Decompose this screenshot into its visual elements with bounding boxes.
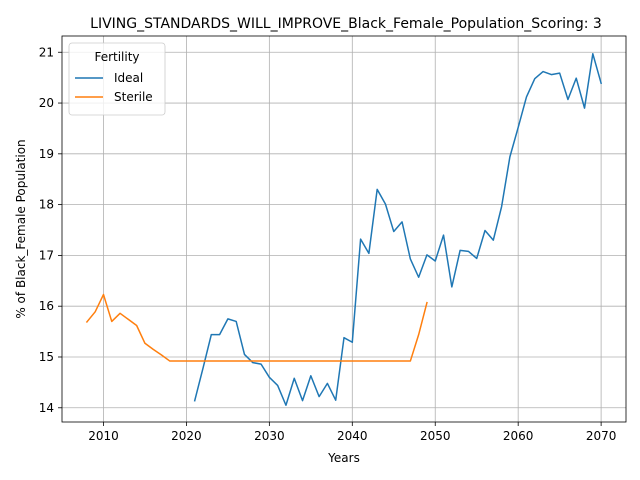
x-tick-label: 2010 bbox=[88, 429, 119, 443]
y-tick-label: 21 bbox=[39, 45, 54, 59]
y-axis-label: % of Black_Female Population bbox=[14, 139, 28, 318]
y-tick-label: 19 bbox=[39, 147, 54, 161]
x-tick-label: 2030 bbox=[254, 429, 285, 443]
x-tick-label: 2060 bbox=[503, 429, 534, 443]
plot-frame bbox=[61, 35, 627, 423]
series-lines bbox=[85, 53, 603, 406]
x-tick-labels: 2010 2020 2030 2040 2050 2060 2070 bbox=[88, 429, 616, 443]
x-axis-label: Years bbox=[327, 451, 360, 465]
series-sterile bbox=[85, 293, 428, 362]
y-tick-label: 14 bbox=[39, 401, 54, 415]
x-tick-label: 2050 bbox=[420, 429, 451, 443]
y-tick-labels: 14 15 16 17 18 19 20 21 bbox=[39, 45, 54, 415]
y-tick-label: 15 bbox=[39, 350, 54, 364]
x-tick-label: 2020 bbox=[171, 429, 202, 443]
legend-title: Fertility bbox=[94, 50, 139, 64]
x-tick-label: 2040 bbox=[337, 429, 368, 443]
legend-label-sterile: Sterile bbox=[114, 90, 153, 104]
series-line-sterile bbox=[85, 293, 428, 362]
chart-title: LIVING_STANDARDS_WILL_IMPROVE_Black_Fema… bbox=[90, 16, 602, 32]
gridlines bbox=[62, 36, 626, 422]
series-ideal bbox=[193, 53, 603, 406]
y-tick-label: 18 bbox=[39, 198, 54, 212]
axis-ticks bbox=[58, 51, 602, 426]
y-tick-label: 20 bbox=[39, 96, 54, 110]
x-tick-label: 2070 bbox=[586, 429, 617, 443]
legend-label-ideal: Ideal bbox=[114, 71, 143, 85]
series-line-ideal bbox=[193, 53, 603, 406]
y-tick-label: 17 bbox=[39, 248, 54, 262]
y-tick-label: 16 bbox=[39, 299, 54, 313]
legend: Fertility Ideal Sterile bbox=[68, 42, 166, 116]
